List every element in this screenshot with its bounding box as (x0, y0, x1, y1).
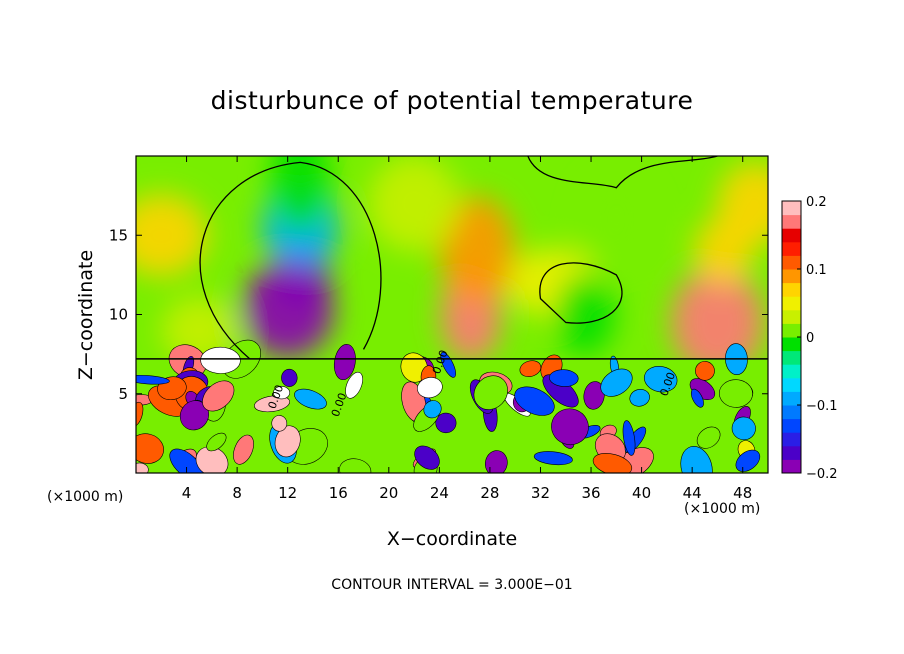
y-tick-label: 5 (118, 385, 128, 403)
colorbar-segment (782, 283, 801, 297)
colorbar-segment (782, 323, 801, 337)
colorbar-segment (782, 378, 801, 392)
colorbar-segment (782, 296, 801, 310)
field-feature-14 (368, 156, 460, 252)
plot-area: 0.00 0.000.000.00 (115, 125, 793, 492)
colorbar-segment (782, 351, 801, 365)
x-tick-label: 28 (480, 484, 499, 502)
contour-interval-note: CONTOUR INTERVAL = 3.000E−01 (331, 577, 572, 593)
x-tick-label: 44 (683, 484, 702, 502)
x-tick-label: 48 (733, 484, 752, 502)
x-tick-label: 4 (182, 484, 192, 502)
y-tick-label: 10 (109, 306, 128, 324)
x-axis-label: X−coordinate (387, 528, 517, 550)
colorbar-segment (782, 337, 801, 351)
x-tick-label: 8 (232, 484, 242, 502)
field-feature-9 (555, 274, 615, 356)
colorbar-segment (782, 364, 801, 378)
colorbar-segment (782, 419, 801, 433)
chart-svg: 0.00 0.000.000.00 4 8 12 16 20 24 28 32 36 40 44 48 … (0, 0, 904, 654)
colorbar-segment (782, 391, 801, 405)
colorbar-segment (782, 255, 801, 269)
y-tick-label: 15 (109, 226, 128, 244)
x-unit-label-left: (×1000 m) (47, 489, 123, 505)
x-tick-label: 12 (278, 484, 297, 502)
colorbar-segment (782, 459, 801, 473)
colorbar-segment (782, 310, 801, 324)
field-feature-5 (115, 194, 207, 276)
field-feature-3 (270, 125, 330, 235)
colorbar-segment (782, 432, 801, 446)
colorbar-tick-label: 0.1 (806, 263, 827, 278)
colorbar-tick-label: −0.1 (806, 399, 838, 414)
x-tick-label: 36 (581, 484, 600, 502)
turbulence-cell (200, 347, 240, 374)
colorbar-segment (782, 228, 801, 242)
colorbar-segment (782, 215, 801, 229)
colorbar-segment (782, 446, 801, 460)
x-tick-label: 20 (379, 484, 398, 502)
x-tick-label: 16 (329, 484, 348, 502)
field-feature-10 (578, 171, 654, 267)
y-axis-label: Z−coordinate (75, 250, 97, 380)
colorbar-segment (782, 242, 801, 256)
colorbar-segment (782, 201, 801, 215)
x-tick-label: 32 (531, 484, 550, 502)
colorbar-tick-label: 0.2 (806, 195, 827, 210)
x-tick-label: 24 (430, 484, 449, 502)
colorbar-tick-label: −0.2 (806, 467, 838, 482)
x-unit-label-right: (×1000 m) (684, 501, 760, 517)
x-tick-label: 40 (632, 484, 651, 502)
colorbar-segment (782, 269, 801, 283)
colorbar-tick-label: 0 (806, 331, 814, 346)
colorbar-segment (782, 405, 801, 419)
colorbar: 0.2 0.1 0 −0.1 −0.2 (782, 195, 838, 482)
